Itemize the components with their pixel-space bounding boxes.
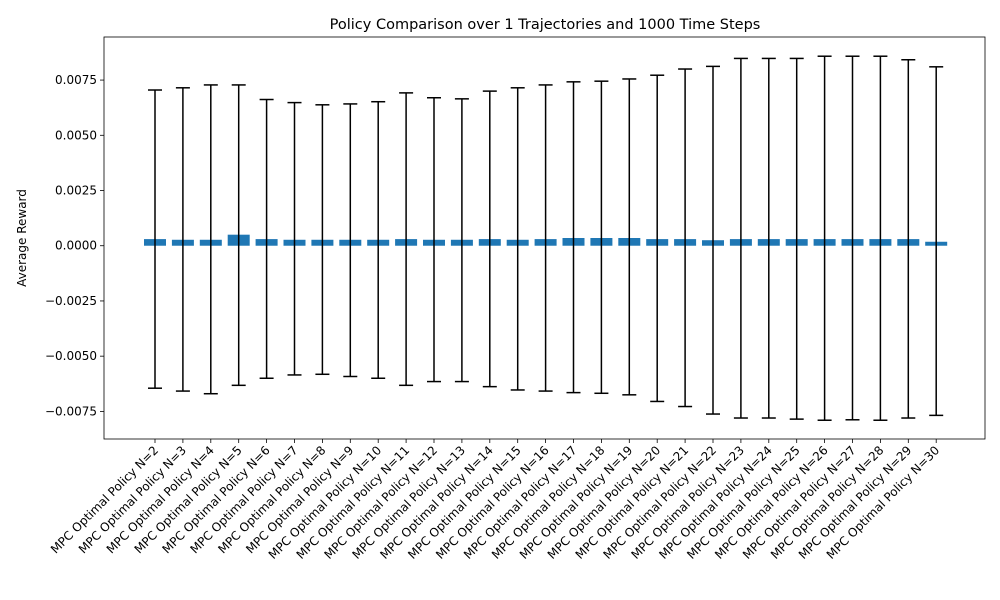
axes-frame bbox=[103, 36, 986, 440]
y-tick-label: 0.0050 bbox=[55, 128, 97, 142]
chart-title: Policy Comparison over 1 Trajectories an… bbox=[330, 17, 761, 33]
y-tick-label: 0.0075 bbox=[55, 73, 97, 87]
y-axis-label: Average Reward bbox=[15, 189, 29, 287]
y-tick-label: −0.0025 bbox=[45, 294, 97, 308]
y-tick-label: −0.0075 bbox=[45, 404, 97, 418]
y-tick-label: 0.0025 bbox=[55, 184, 97, 198]
y-tick-label: −0.0050 bbox=[45, 349, 97, 363]
y-tick-label: 0.0000 bbox=[55, 239, 97, 253]
